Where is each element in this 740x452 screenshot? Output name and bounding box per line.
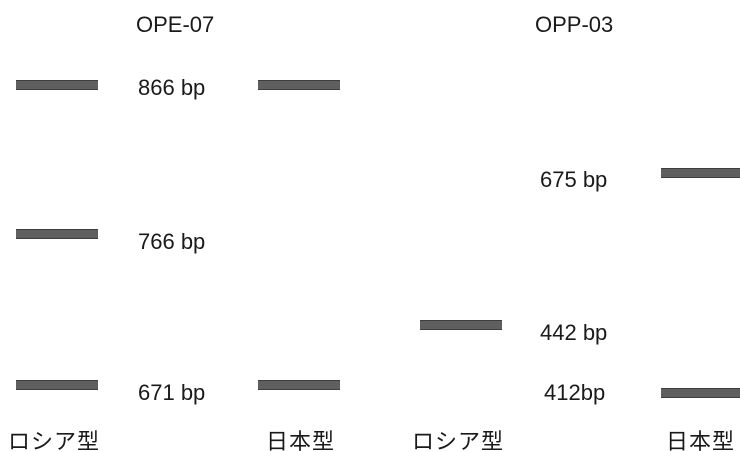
band-japanese-412 — [661, 388, 740, 398]
band-japanese-866 — [258, 80, 340, 90]
size-label-442: 442 bp — [540, 320, 608, 345]
band-russian-442 — [420, 320, 502, 330]
size-label-766: 766 bp — [138, 229, 206, 254]
size-label-671: 671 bp — [138, 380, 206, 405]
panel-title-ope-07: OPE-07 — [136, 12, 215, 37]
size-label-675: 675 bp — [540, 167, 608, 192]
size-label-866: 866 bp — [138, 75, 206, 100]
panel-title-opp-03: OPP-03 — [535, 12, 614, 37]
band-japanese-675 — [661, 168, 740, 178]
band-russian-671 — [16, 380, 98, 390]
band-japanese-671 — [258, 380, 340, 390]
size-label-412: 412bp — [544, 380, 606, 405]
band-russian-766 — [16, 229, 98, 239]
lane-label-japanese-type: 日本型 — [266, 430, 336, 452]
band-russian-866 — [16, 80, 98, 90]
lane-label-japanese-type-2: 日本型 — [666, 430, 736, 452]
lane-label-russian-type: ロシア型 — [8, 430, 101, 452]
lane-label-russian-type-2: ロシア型 — [412, 430, 505, 452]
